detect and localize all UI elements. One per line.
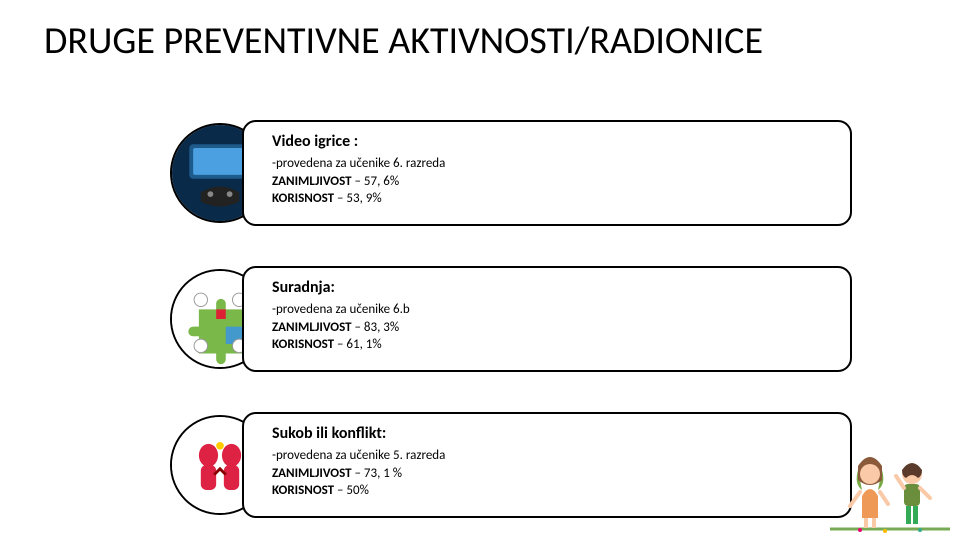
value: – 50% <box>334 483 369 498</box>
label: ZANIMLJIVOST <box>272 174 352 189</box>
card-line: KORISNOST – 53, 9% <box>272 190 836 208</box>
info-card: Suradnja: -provedena za učenike 6.b ZANI… <box>242 266 852 372</box>
card-heading: Video igrice : <box>272 132 836 151</box>
info-card: Sukob ili konflikt: -provedena za učenik… <box>242 412 852 518</box>
label: KORISNOST <box>272 337 334 352</box>
slide: DRUGE PREVENTIVNE AKTIVNOSTI/RADIONICE V… <box>0 0 960 540</box>
value: – 73, 1 % <box>352 466 403 481</box>
card-line: -provedena za učenike 6. razreda <box>272 155 836 173</box>
card-line: ZANIMLJIVOST – 57, 6% <box>272 173 836 191</box>
label: ZANIMLJIVOST <box>272 320 352 335</box>
label: KORISNOST <box>272 191 334 206</box>
card-line: -provedena za učenike 5. razreda <box>272 447 836 465</box>
label: KORISNOST <box>272 483 334 498</box>
value: – 57, 6% <box>352 174 400 189</box>
label: ZANIMLJIVOST <box>272 466 352 481</box>
value: – 53, 9% <box>334 191 382 206</box>
card-line: KORISNOST – 50% <box>272 482 836 500</box>
card-line: KORISNOST – 61, 1% <box>272 336 836 354</box>
card-heading: Suradnja: <box>272 278 836 297</box>
card-line: ZANIMLJIVOST – 83, 3% <box>272 319 836 337</box>
value: – 61, 1% <box>334 337 382 352</box>
card-heading: Sukob ili konflikt: <box>272 424 836 443</box>
info-card: Video igrice : -provedena za učenike 6. … <box>242 120 852 226</box>
children-illustration <box>830 434 950 534</box>
card-line: -provedena za učenike 6.b <box>272 301 836 319</box>
page-title: DRUGE PREVENTIVNE AKTIVNOSTI/RADIONICE <box>44 18 763 64</box>
list-item: Suradnja: -provedena za učenike 6.b ZANI… <box>170 266 865 376</box>
rows-container: Video igrice : -provedena za učenike 6. … <box>170 120 865 522</box>
value: – 83, 3% <box>352 320 400 335</box>
list-item: Sukob ili konflikt: -provedena za učenik… <box>170 412 865 522</box>
list-item: Video igrice : -provedena za učenike 6. … <box>170 120 865 230</box>
card-line: ZANIMLJIVOST – 73, 1 % <box>272 465 836 483</box>
